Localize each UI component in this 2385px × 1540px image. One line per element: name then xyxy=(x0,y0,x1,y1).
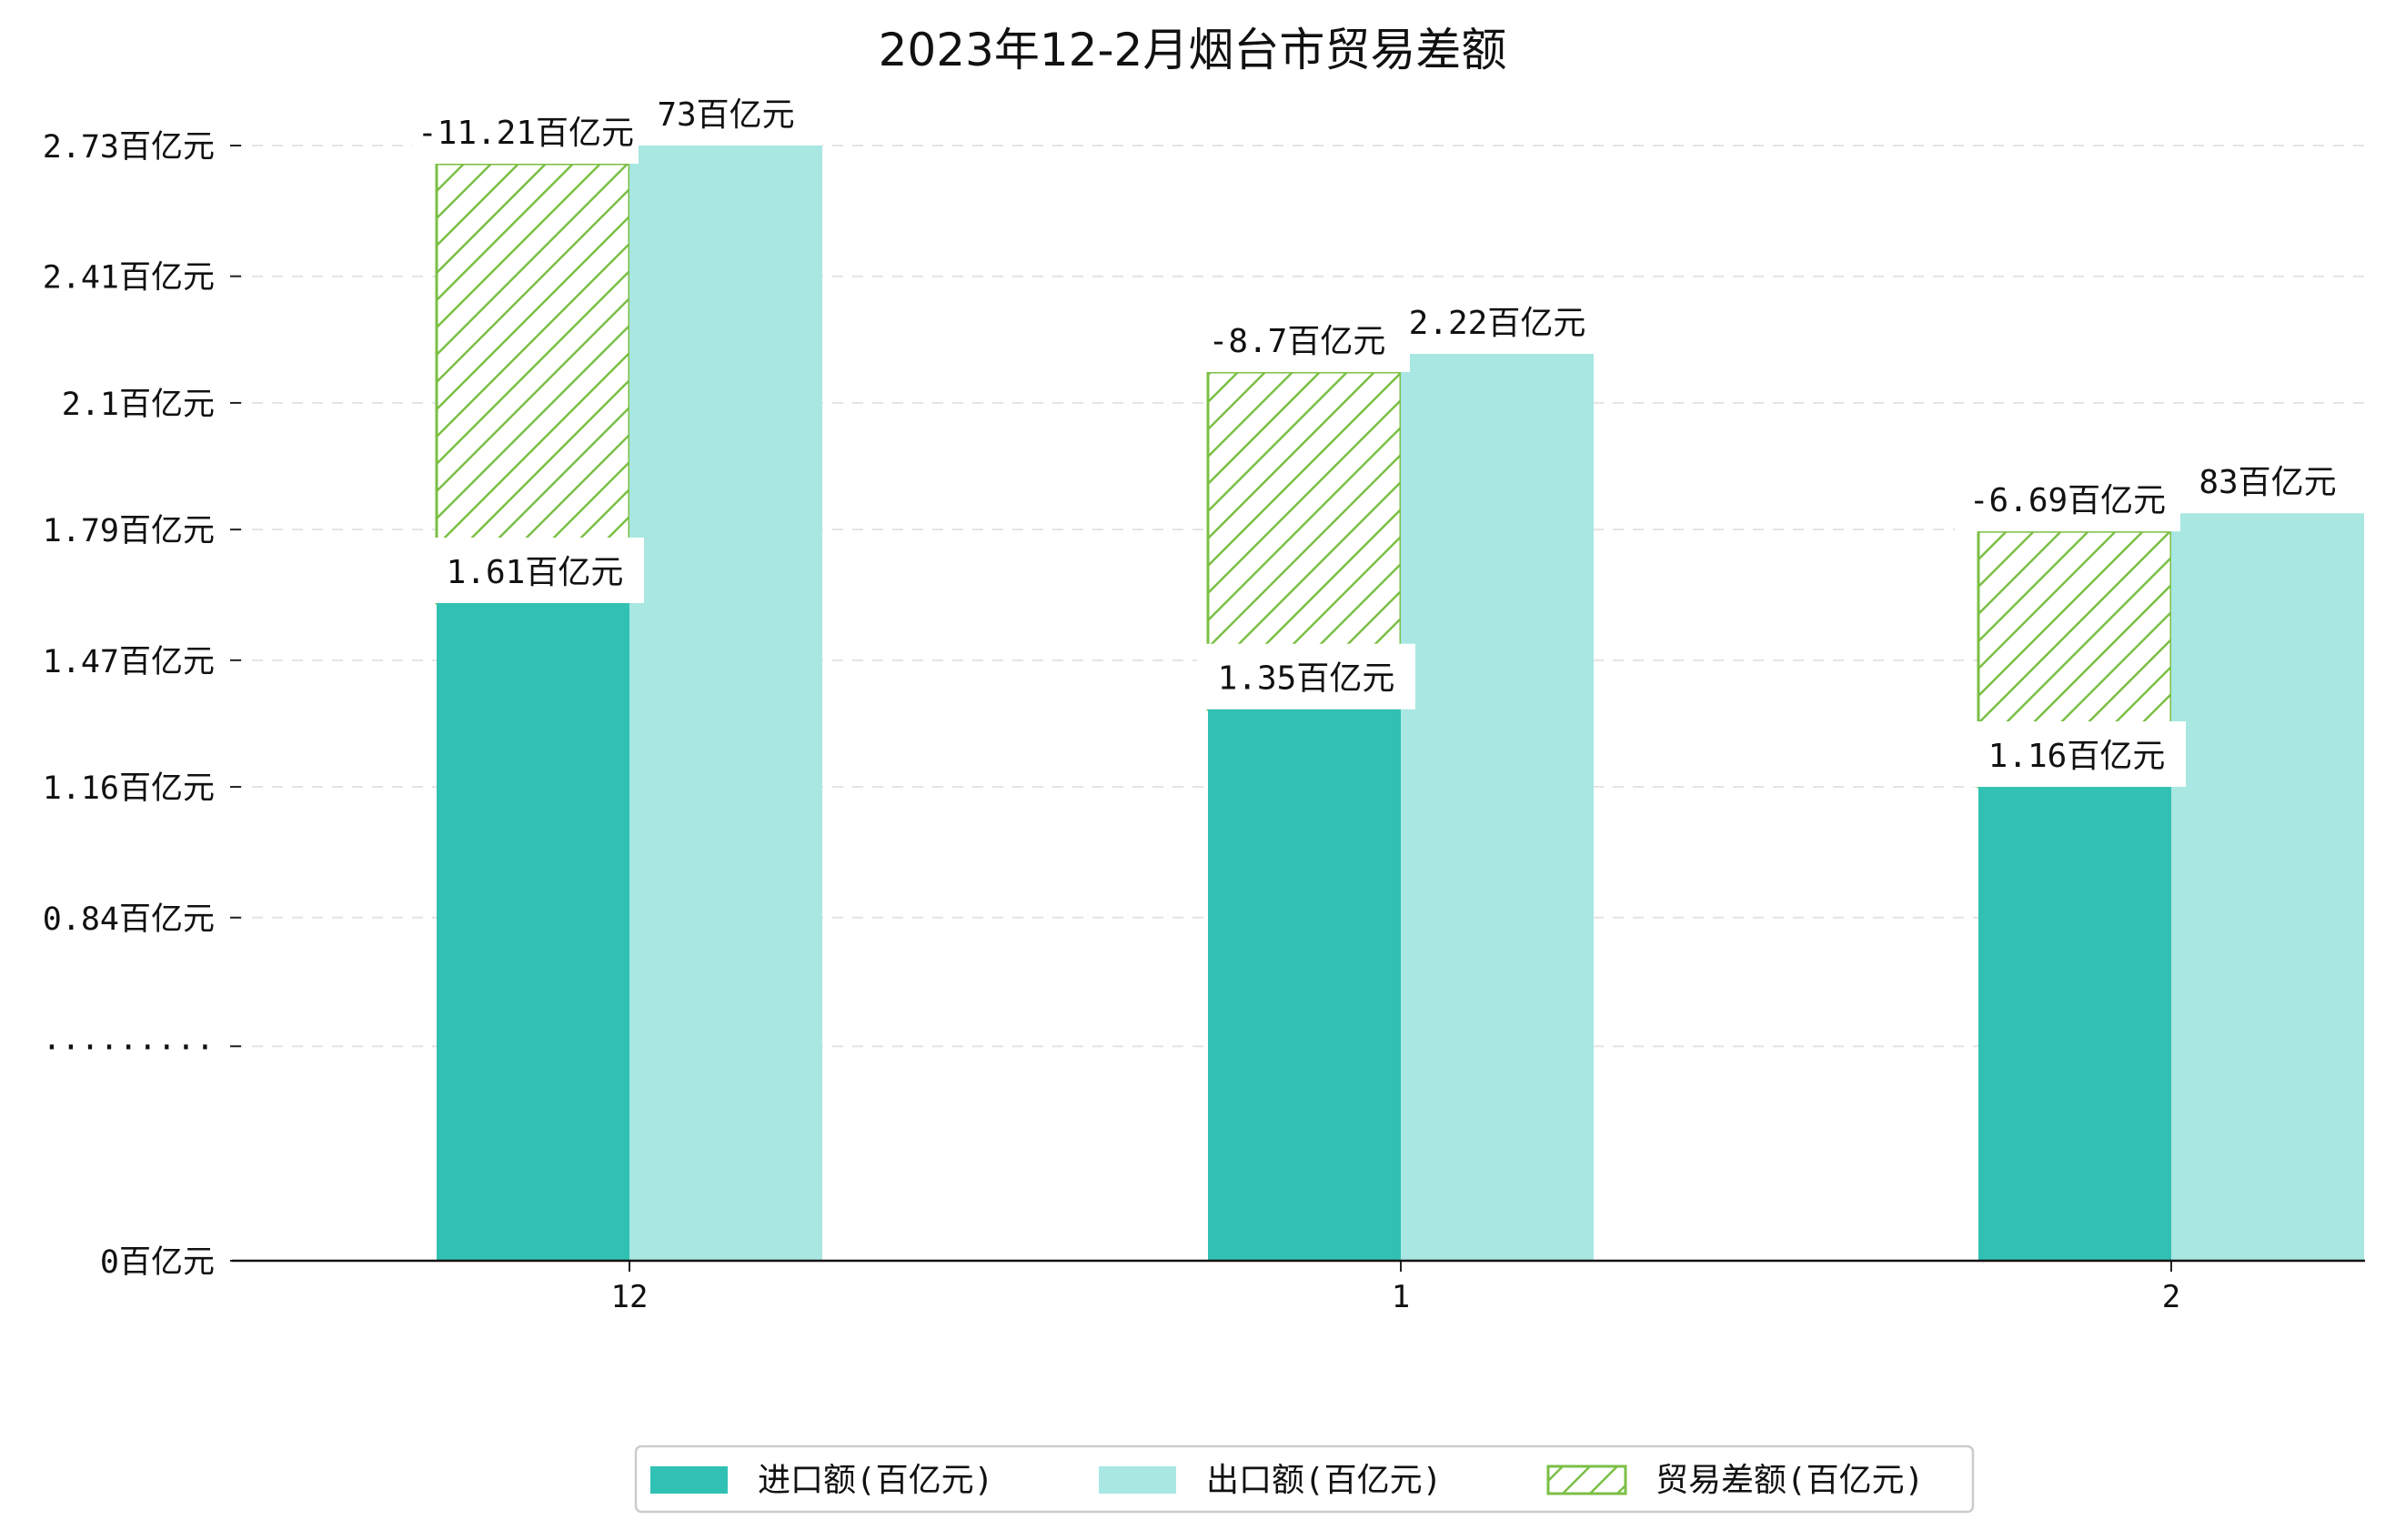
chart-title: 2023年12-2月烟台市贸易差额 xyxy=(879,24,1507,76)
label-trade-balance: -8.7百亿元 xyxy=(1209,323,1386,360)
label-export-bg xyxy=(2171,448,2364,514)
bar-import xyxy=(1208,709,1401,1261)
y-tick-label: ········· xyxy=(42,1030,215,1066)
bar-export xyxy=(629,146,822,1261)
x-tick-label: 12 xyxy=(611,1279,649,1315)
legend: 进口额(百亿元) 出口额(百亿元) 贸易差额(百亿元) xyxy=(634,1444,1975,1514)
legend-swatch xyxy=(1546,1465,1627,1495)
legend-label: 贸易差额(百亿元) xyxy=(1655,1462,1924,1499)
label-export: 2.22百亿元 xyxy=(1409,305,1586,342)
label-trade-balance-bg xyxy=(413,98,639,164)
label-export-bg xyxy=(629,80,822,146)
label-trade-balance: -6.69百亿元 xyxy=(1969,482,2166,519)
label-export: 83百亿元 xyxy=(2199,464,2336,501)
label-import: 1.61百亿元 xyxy=(447,554,624,591)
legend-label: 出口额(百亿元) xyxy=(1206,1462,1442,1499)
label-export-bg xyxy=(1401,288,1594,355)
label-import-bg xyxy=(426,537,644,603)
axis-layer: 0百亿元 ········· 0.84百亿元 1.16百亿元 1.47百亿元 1.79百亿… xyxy=(42,129,2365,1315)
legend-frame xyxy=(634,1444,1975,1514)
label-trade-balance-bg xyxy=(1184,307,1410,373)
y-tick-label: 0百亿元 xyxy=(100,1244,215,1281)
label-import: 1.35百亿元 xyxy=(1218,660,1395,698)
label-import-bg xyxy=(1967,721,2186,788)
legend-label: 进口额(百亿元) xyxy=(758,1462,993,1499)
legend-swatch xyxy=(1099,1466,1176,1494)
bar-export xyxy=(1401,354,1594,1261)
y-tick-label: 2.1百亿元 xyxy=(62,387,215,423)
bar-trade-balance xyxy=(435,162,631,605)
x-tick-label: 1 xyxy=(1392,1279,1410,1315)
x-tick-label: 2 xyxy=(2162,1279,2180,1315)
label-export: 73百亿元 xyxy=(657,96,794,134)
bar-import xyxy=(1978,787,2171,1261)
bar-import xyxy=(437,602,629,1261)
y-tick-label: 1.47百亿元 xyxy=(43,644,215,680)
bar-export xyxy=(2171,513,2364,1261)
legend-swatch xyxy=(650,1466,728,1494)
label-trade-balance-bg xyxy=(1955,466,2180,532)
y-tick-label: 0.84百亿元 xyxy=(43,901,215,938)
label-trade-balance: -11.21百亿元 xyxy=(418,115,634,152)
data-labels-layer: 73百亿元 -11.21百亿元 1.61百亿元 2.22百亿元 -8.7百亿元 1.35百… xyxy=(413,80,2364,788)
y-tick-label: 2.73百亿元 xyxy=(43,129,215,166)
y-tick-label: 1.16百亿元 xyxy=(43,770,215,807)
label-import-bg xyxy=(1197,643,1415,710)
y-tick-label: 2.41百亿元 xyxy=(43,260,215,297)
label-import: 1.16百亿元 xyxy=(1988,738,2166,775)
y-tick-label: 1.79百亿元 xyxy=(43,513,215,549)
